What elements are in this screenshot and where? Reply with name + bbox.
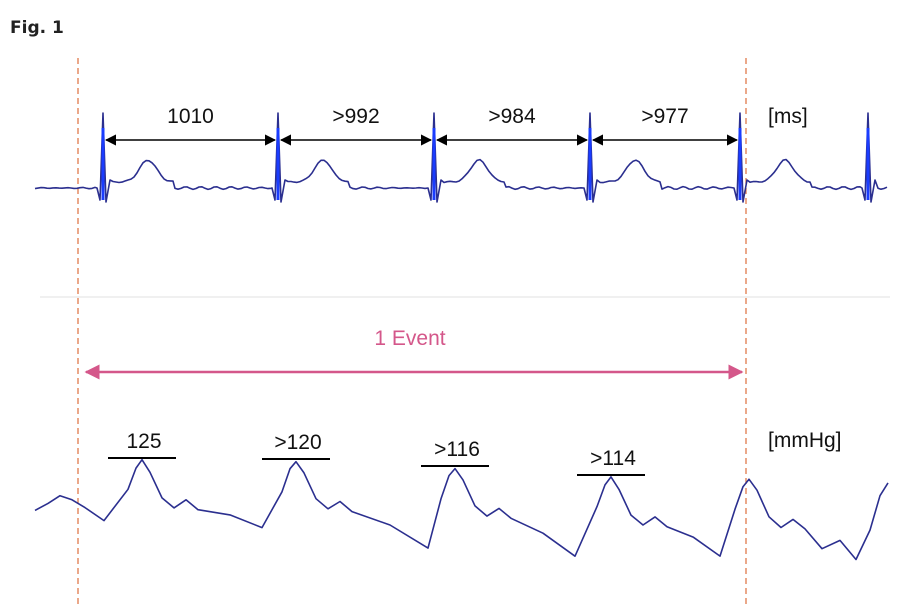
pressure-trace (34, 458, 889, 561)
ecg-r-peaks (101, 128, 870, 200)
figure-label: Fig. 1 (10, 18, 64, 38)
ecg-trace (34, 112, 888, 203)
pressure-peak-label: >120 (274, 431, 321, 454)
rr-interval-label: >984 (488, 105, 536, 128)
ecg-unit-label: [ms] (768, 105, 808, 128)
pressure-unit-label: [mmHg] (768, 429, 842, 452)
rr-interval-label: >992 (332, 105, 379, 128)
rr-interval-arrows: 1010 >992 >984 >977 (104, 105, 739, 146)
pressure-peak-label: 125 (126, 430, 161, 453)
rr-interval-label: 1010 (167, 105, 214, 128)
pressure-peak-markers: 125 >120 >116 >114 (108, 430, 645, 476)
rr-interval-label: >977 (641, 105, 688, 128)
pressure-peak-label: >114 (590, 447, 636, 470)
pressure-peak-label: >116 (434, 438, 480, 461)
event-label: 1 Event (374, 327, 445, 350)
